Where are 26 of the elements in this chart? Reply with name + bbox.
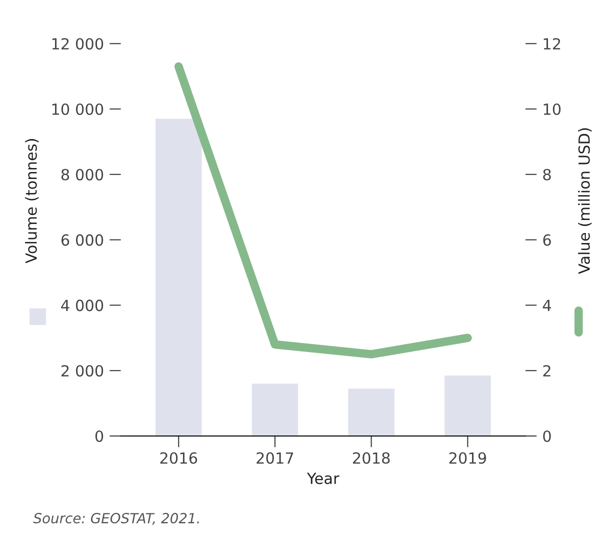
y2-tick-label: 0 <box>543 430 551 442</box>
y-tick-label: 0 <box>95 430 104 442</box>
y2-axis-title: Value (million USD) <box>578 128 592 274</box>
bar <box>348 388 394 436</box>
y-tick-label: 10 000 <box>52 103 104 116</box>
source-note: Source: GEOSTAT, 2021. <box>33 512 199 525</box>
x-axis-title: Year <box>306 472 340 484</box>
y-tick-label: 12 000 <box>52 38 104 50</box>
bar <box>444 376 491 436</box>
y2-tick-label: 2 <box>543 365 550 376</box>
bar <box>155 118 202 436</box>
y-tick-label: 2 000 <box>62 365 104 377</box>
y2-tick-label: 6 <box>543 234 551 246</box>
x-tick-label: 2017 <box>256 452 294 464</box>
y-axis-title: Volume (tonnes) <box>25 139 39 264</box>
x-tick-label: 2016 <box>160 452 198 464</box>
y2-tick-label: 10 <box>544 103 561 116</box>
y2-tick-label: 8 <box>543 168 551 180</box>
x-tick-label: 2018 <box>352 452 390 464</box>
y2-tick-label: 4 <box>542 300 552 312</box>
y-tick-label: 4 000 <box>61 300 104 312</box>
y-tick-label: 6 000 <box>61 234 104 246</box>
x-tick-label: 2019 <box>449 452 486 464</box>
y-tick-label: 8 000 <box>61 168 104 180</box>
y2-tick-label: 12 <box>544 38 560 50</box>
bar <box>252 384 298 436</box>
